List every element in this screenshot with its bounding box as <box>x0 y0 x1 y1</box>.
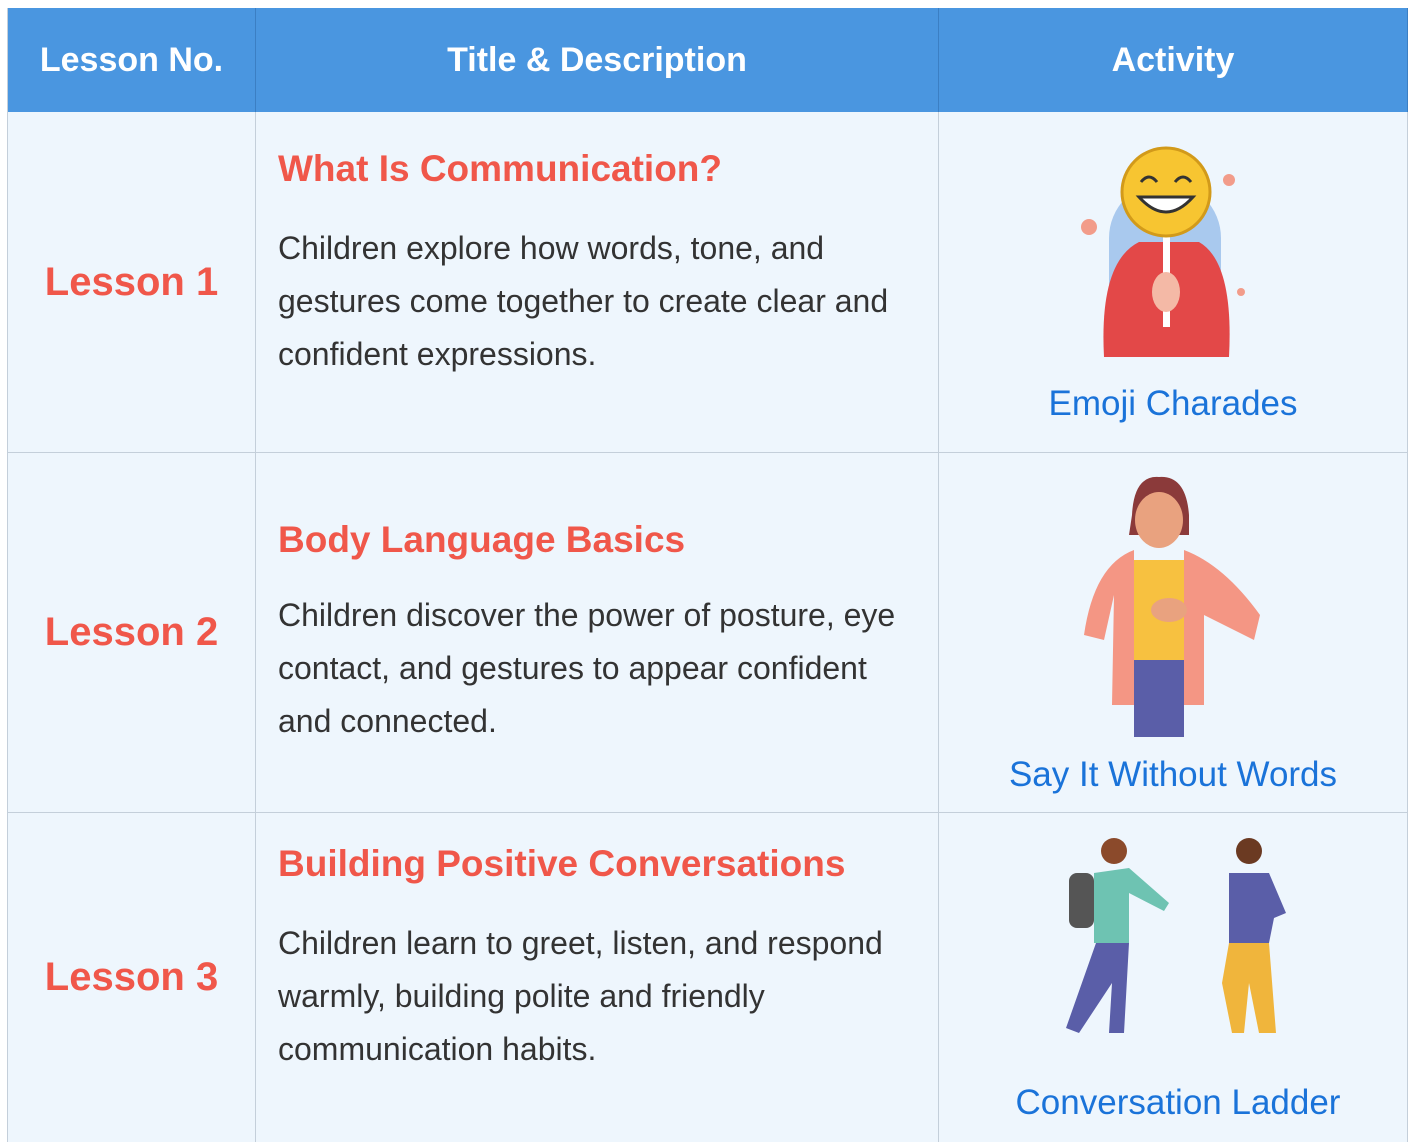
header-cell: Activity <box>939 8 1408 112</box>
header-cell: Lesson No. <box>8 8 256 112</box>
description-cell: What Is Communication? Children explore … <box>256 112 939 453</box>
lesson-title: What Is Communication? <box>278 148 722 189</box>
lesson-title: Body Language Basics <box>278 519 686 560</box>
header-cell: Title & Description <box>256 8 939 112</box>
description-cell: Body Language Basics Children discover t… <box>256 453 939 813</box>
illustration <box>1066 838 1286 1033</box>
activity-name[interactable]: Emoji Charades <box>1048 384 1298 423</box>
activity-cell: Say It Without Words <box>939 453 1408 813</box>
lesson-cell: Lesson 2 <box>8 453 256 813</box>
lesson-cell: Lesson 1 <box>8 112 256 453</box>
illustration <box>1081 146 1245 357</box>
lesson-description: Children discover the power of posture, … <box>278 597 896 739</box>
lesson-description: Children explore how words, tone, and ge… <box>278 230 889 372</box>
activity-cell: Conversation Ladder <box>939 813 1408 1142</box>
description-cell: Building Positive Conversations Children… <box>256 813 939 1142</box>
illustration <box>1084 476 1260 737</box>
activity-name[interactable]: Say It Without Words <box>1008 755 1338 794</box>
table: Lesson No. Title & Description Activity … <box>7 8 1408 1142</box>
lesson-cell: Lesson 3 <box>8 813 256 1142</box>
lesson-title: Building Positive Conversations <box>278 843 846 884</box>
lesson-description: Children learn to greet, listen, and res… <box>278 925 883 1067</box>
activity-name[interactable]: Conversation Ladder <box>1015 1083 1341 1122</box>
activity-cell: Emoji Charades <box>939 112 1408 453</box>
